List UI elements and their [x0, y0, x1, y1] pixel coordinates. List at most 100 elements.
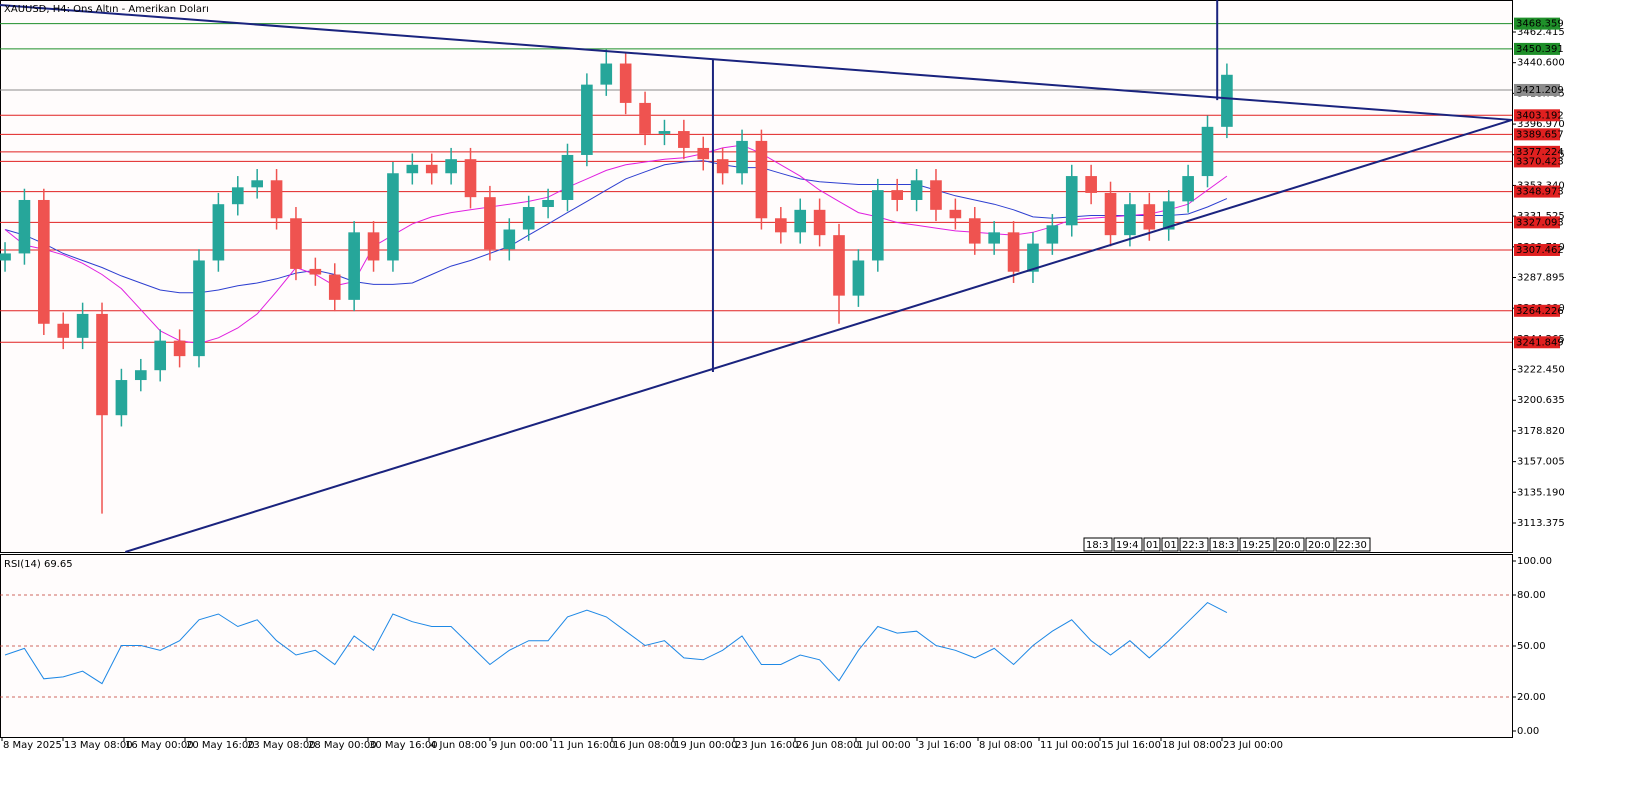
candle-body — [96, 313, 108, 416]
candle-body — [231, 187, 244, 205]
x-tick-label: 13 May 08:00 — [64, 740, 133, 751]
time-label-box — [1083, 537, 1113, 552]
time-label: 22:3 — [1182, 540, 1204, 551]
candle-body — [1143, 204, 1156, 230]
time-label-box — [1239, 537, 1275, 552]
y-tick-label: 3157.005 — [1517, 457, 1565, 468]
candle-body — [464, 159, 477, 198]
x-tick-label: 3 Jul 16:00 — [918, 740, 972, 751]
time-label: 18:3 — [1212, 540, 1234, 551]
time-label-box — [1161, 537, 1179, 552]
candle-body — [484, 197, 496, 250]
x-tick-label: 1 Jul 00:00 — [857, 740, 911, 751]
candle-body — [134, 370, 147, 381]
x-tick-label: 20 May 16:00 — [186, 740, 255, 751]
candle-body — [968, 218, 981, 244]
level-label-box — [1514, 304, 1560, 317]
x-tick-label: 16 May 00:00 — [125, 740, 194, 751]
y-tick-label: 80.00 — [1517, 590, 1546, 601]
candle-body — [367, 232, 380, 261]
candle-body — [425, 164, 438, 174]
time-label-box — [1113, 537, 1143, 552]
y-tick-label: 3178.820 — [1517, 426, 1565, 437]
candle-body — [755, 140, 768, 219]
time-label-box — [1179, 537, 1209, 552]
candle-body — [1104, 192, 1117, 236]
level-label: 3307.462 — [1516, 245, 1564, 256]
candle-body — [639, 102, 651, 134]
candle-body — [1221, 74, 1233, 127]
level-label-box — [1514, 109, 1560, 122]
candle-body — [813, 209, 826, 236]
candle-body — [561, 154, 574, 200]
candle-body — [503, 229, 516, 250]
candle-body — [1046, 225, 1059, 244]
time-label-box — [1305, 537, 1335, 552]
time-label: 20:0 — [1308, 540, 1330, 551]
level-label: 3389.657 — [1516, 129, 1564, 140]
level-label-box — [1514, 17, 1560, 30]
x-tick-label: 18 Jul 08:00 — [1162, 740, 1222, 751]
candle-body — [290, 218, 302, 269]
x-tick-label: 16 Jun 08:00 — [613, 740, 677, 751]
y-tick-label: 3440.600 — [1517, 58, 1565, 69]
candle-body — [193, 260, 205, 357]
candle-body — [445, 159, 457, 174]
x-tick-label: 23 Jun 16:00 — [735, 740, 799, 751]
candle-body — [1085, 176, 1097, 193]
candle-body — [988, 232, 1000, 244]
candle-body — [542, 199, 554, 208]
level-label: 3241.849 — [1516, 337, 1564, 348]
level-label-box — [1514, 145, 1560, 158]
rsi-line — [4, 601, 1228, 685]
time-label-box — [1335, 537, 1371, 552]
candle-body — [910, 180, 923, 200]
time-label: 22:30 — [1338, 540, 1367, 551]
time-label: 01 — [1146, 540, 1159, 551]
main-layer: 3113.375 3135.190 3157.005 3178.820 3200.635… — [0, 0, 1565, 751]
candle-body — [154, 340, 167, 371]
time-label-box — [1209, 537, 1239, 552]
time-label-box — [1275, 537, 1305, 552]
y-tick-label: 100.00 — [1517, 556, 1552, 567]
rsi-title: RSI(14) 69.65 — [4, 559, 73, 570]
candle-body — [1065, 176, 1078, 226]
candle-body — [833, 235, 845, 296]
y-tick-label: 3135.190 — [1517, 487, 1565, 498]
level-label: 3450.391 — [1516, 44, 1564, 55]
candle-body — [600, 63, 613, 85]
x-tick-label: 15 Jul 16:00 — [1101, 740, 1161, 751]
candle-body — [949, 209, 962, 219]
candle-body — [736, 140, 748, 174]
candle-body — [1182, 176, 1194, 202]
moving-average — [4, 160, 1228, 294]
candle-body — [930, 180, 942, 210]
candle-body — [1027, 243, 1039, 272]
moving-average — [4, 144, 1228, 345]
level-label-box — [1514, 128, 1560, 141]
x-tick-label: 19 Jun 00:00 — [674, 740, 738, 751]
x-tick-label: 8 Jul 08:00 — [979, 740, 1033, 751]
level-label-box — [1514, 155, 1560, 168]
y-tick-label: 3222.450 — [1517, 365, 1565, 376]
candle-body — [522, 207, 535, 230]
x-tick-label: 11 Jul 00:00 — [1040, 740, 1100, 751]
x-tick-label: 28 May 00:00 — [308, 740, 377, 751]
candle-body — [1201, 126, 1214, 177]
level-label: 3348.973 — [1516, 187, 1564, 198]
time-label: 19:25 — [1242, 540, 1271, 551]
level-label: 3370.423 — [1516, 156, 1564, 167]
candle-body — [678, 131, 690, 148]
candle-body — [173, 340, 186, 357]
candle-body — [18, 199, 31, 254]
x-tick-label: 8 May 2025 — [3, 740, 62, 751]
level-label-box — [1514, 336, 1560, 349]
candle-body — [794, 209, 807, 233]
level-label-box — [1514, 83, 1560, 96]
candle-body — [387, 173, 399, 261]
candle-body — [251, 180, 263, 188]
candle-body — [581, 84, 593, 155]
level-label-box — [1514, 42, 1560, 55]
